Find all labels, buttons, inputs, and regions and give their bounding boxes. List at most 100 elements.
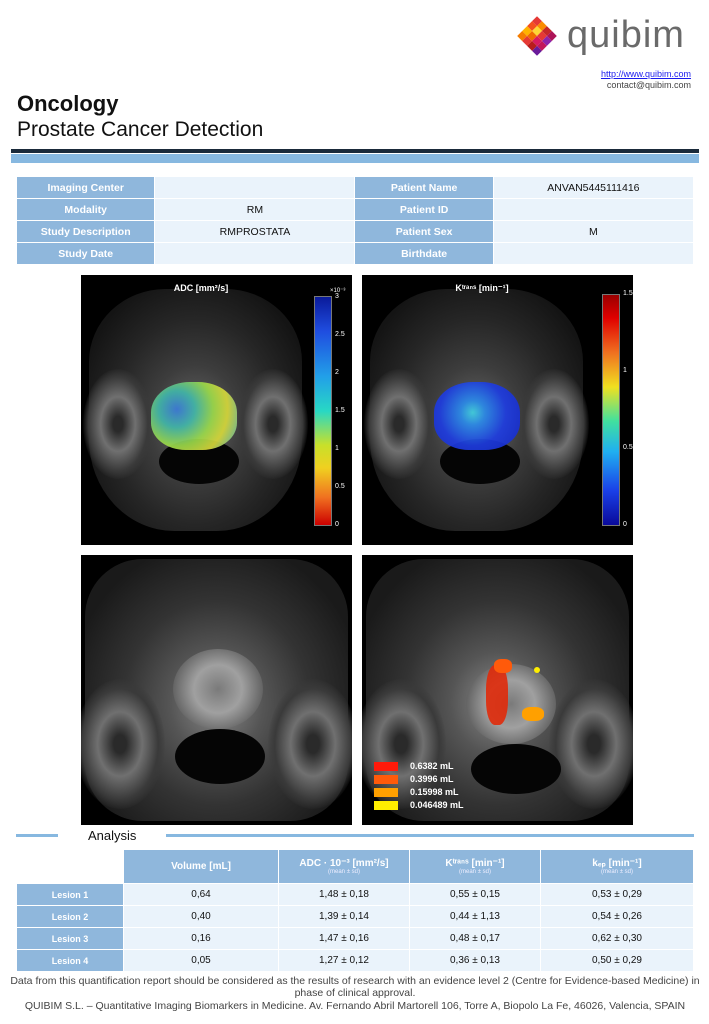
header-rule: [11, 149, 699, 153]
lesion-3-overlay: [522, 707, 544, 721]
analysis-title: Analysis: [88, 828, 137, 843]
company-footer: QUIBIM S.L. – Quantitative Imaging Bioma…: [24, 1000, 686, 1012]
info-value: M: [492, 220, 695, 243]
cell-ktrans: 0,36 ± 0,13: [409, 949, 541, 972]
ktrans-tick: 1: [623, 367, 627, 374]
adc-scale-exponent: ×10⁻³: [330, 288, 346, 294]
ktrans-tick: 0.5: [623, 444, 633, 451]
adc-tick: 2: [335, 369, 339, 376]
adc-tick: 2.5: [335, 331, 345, 338]
adc-tick: 1.5: [335, 407, 345, 414]
adc-tick: 0: [335, 521, 339, 528]
report-title: Oncology: [17, 91, 119, 116]
cell-kep: 0,50 ± 0,29: [540, 949, 694, 972]
adc-title: ADC [mm²/s]: [173, 283, 229, 293]
info-label: Study Description: [15, 220, 156, 243]
col-kep: kₑₚ [min⁻¹] (mean ± sd): [540, 849, 694, 884]
cell-volume: 0,40: [123, 905, 279, 928]
quibim-logo-mosaic: [517, 16, 557, 56]
adc-colorbar: [314, 296, 332, 526]
cell-ktrans: 0,44 ± 1,13: [409, 905, 541, 928]
adc-map-panel: ADC [mm²/s] ×10⁻³ 3 2.5 2 1.5 1 0.5 0: [81, 275, 352, 545]
lesion-4-volume: 0.046489 mL: [410, 800, 464, 810]
header-blank: [16, 849, 124, 884]
lesion-1-swatch: [374, 762, 398, 771]
cell-adc: 1,39 ± 0,14: [278, 905, 410, 928]
lesion-2-swatch: [374, 775, 398, 784]
ktrans-colorbar: [602, 294, 620, 526]
mri-slice: [83, 289, 308, 531]
cell-volume: 0,05: [123, 949, 279, 972]
analysis-rule-right: [166, 834, 694, 837]
info-label: Imaging Center: [15, 176, 156, 199]
info-value: [154, 242, 356, 265]
mri-slice: [364, 289, 589, 531]
cell-volume: 0,64: [123, 883, 279, 906]
cell-kep: 0,54 ± 0,26: [540, 905, 694, 928]
lesion-4-overlay: [534, 667, 540, 673]
table-row: Lesion 1 0,64 1,48 ± 0,18 0,55 ± 0,15 0,…: [16, 883, 694, 906]
info-value: RM: [154, 198, 356, 221]
prostate-gland: [466, 664, 556, 744]
lesion-2-volume: 0.3996 mL: [410, 774, 454, 784]
info-label: Patient Sex: [354, 220, 494, 243]
lesion-map-panel: 0.6382 mL 0.3996 mL 0.15998 mL 0.046489 …: [362, 555, 633, 825]
info-value: [492, 198, 695, 221]
ktrans-tick: 0: [623, 521, 627, 528]
lesion-3-volume: 0.15998 mL: [410, 787, 459, 797]
col-adc: ADC · 10⁻³ [mm²/s] (mean ± sd): [278, 849, 410, 884]
info-value: RMPROSTATA: [154, 220, 356, 243]
table-row: Lesion 2 0,40 1,39 ± 0,14 0,44 ± 1,13 0,…: [16, 905, 694, 928]
mri-slice: [81, 559, 352, 821]
ktrans-title: Kᵗʳᵃⁿˢ [min⁻¹]: [455, 283, 509, 293]
cell-ktrans: 0,55 ± 0,15: [409, 883, 541, 906]
info-label: Patient ID: [354, 198, 494, 221]
info-label: Patient Name: [354, 176, 494, 199]
lesion-4-swatch: [374, 801, 398, 810]
col-ktrans: Kᵗʳᵃⁿˢ [min⁻¹] (mean ± sd): [409, 849, 541, 884]
ktrans-overlay: [434, 382, 520, 450]
t2-image-panel: [81, 555, 352, 825]
info-value: ANVAN5445111416: [492, 176, 695, 199]
patient-info-table: Imaging Center Patient Name ANVAN5445111…: [15, 176, 695, 265]
adc-tick: 1: [335, 445, 339, 452]
cell-adc: 1,47 ± 0,16: [278, 927, 410, 950]
cell-adc: 1,27 ± 0,12: [278, 949, 410, 972]
info-label: Study Date: [15, 242, 156, 265]
lesion-2-overlay: [494, 659, 512, 673]
table-row: Lesion 4 0,05 1,27 ± 0,12 0,36 ± 0,13 0,…: [16, 949, 694, 972]
analysis-table: Volume [mL] ADC · 10⁻³ [mm²/s] (mean ± sd…: [16, 849, 694, 972]
lesion-1-overlay: [486, 665, 508, 725]
adc-overlay: [151, 382, 237, 450]
info-row: Study Description RMPROSTATA Patient Sex…: [15, 220, 695, 243]
info-label: Birthdate: [354, 242, 494, 265]
report-subtitle: Prostate Cancer Detection: [17, 118, 264, 141]
row-label: Lesion 3: [16, 927, 124, 950]
adc-tick: 3: [335, 293, 339, 300]
info-row: Modality RM Patient ID: [15, 198, 695, 221]
cell-volume: 0,16: [123, 927, 279, 950]
table-row: Lesion 3 0,16 1,47 ± 0,16 0,48 ± 0,17 0,…: [16, 927, 694, 950]
website-link[interactable]: http://www.quibim.com: [600, 69, 691, 79]
cell-ktrans: 0,48 ± 0,17: [409, 927, 541, 950]
info-label: Modality: [15, 198, 156, 221]
brand-name: quibim: [567, 14, 685, 56]
contact-email: contact@quibim.com: [606, 80, 691, 90]
info-row: Study Date Birthdate: [15, 242, 695, 265]
ktrans-tick: 1.5: [623, 290, 633, 297]
lesion-1-volume: 0.6382 mL: [410, 761, 454, 771]
info-value: [154, 176, 356, 199]
cell-kep: 0,53 ± 0,29: [540, 883, 694, 906]
row-label: Lesion 4: [16, 949, 124, 972]
cell-adc: 1,48 ± 0,18: [278, 883, 410, 906]
adc-tick: 0.5: [335, 483, 345, 490]
info-value: [492, 242, 695, 265]
disclaimer-text: Data from this quantification report sho…: [10, 975, 700, 999]
row-label: Lesion 2: [16, 905, 124, 928]
lesion-3-swatch: [374, 788, 398, 797]
analysis-header-row: Volume [mL] ADC · 10⁻³ [mm²/s] (mean ± sd…: [16, 849, 694, 884]
header-band: [11, 154, 699, 163]
ktrans-map-panel: Kᵗʳᵃⁿˢ [min⁻¹] 1.5 1 0.5 0: [362, 275, 633, 545]
col-volume: Volume [mL]: [123, 849, 279, 884]
info-row: Imaging Center Patient Name ANVAN5445111…: [15, 176, 695, 199]
